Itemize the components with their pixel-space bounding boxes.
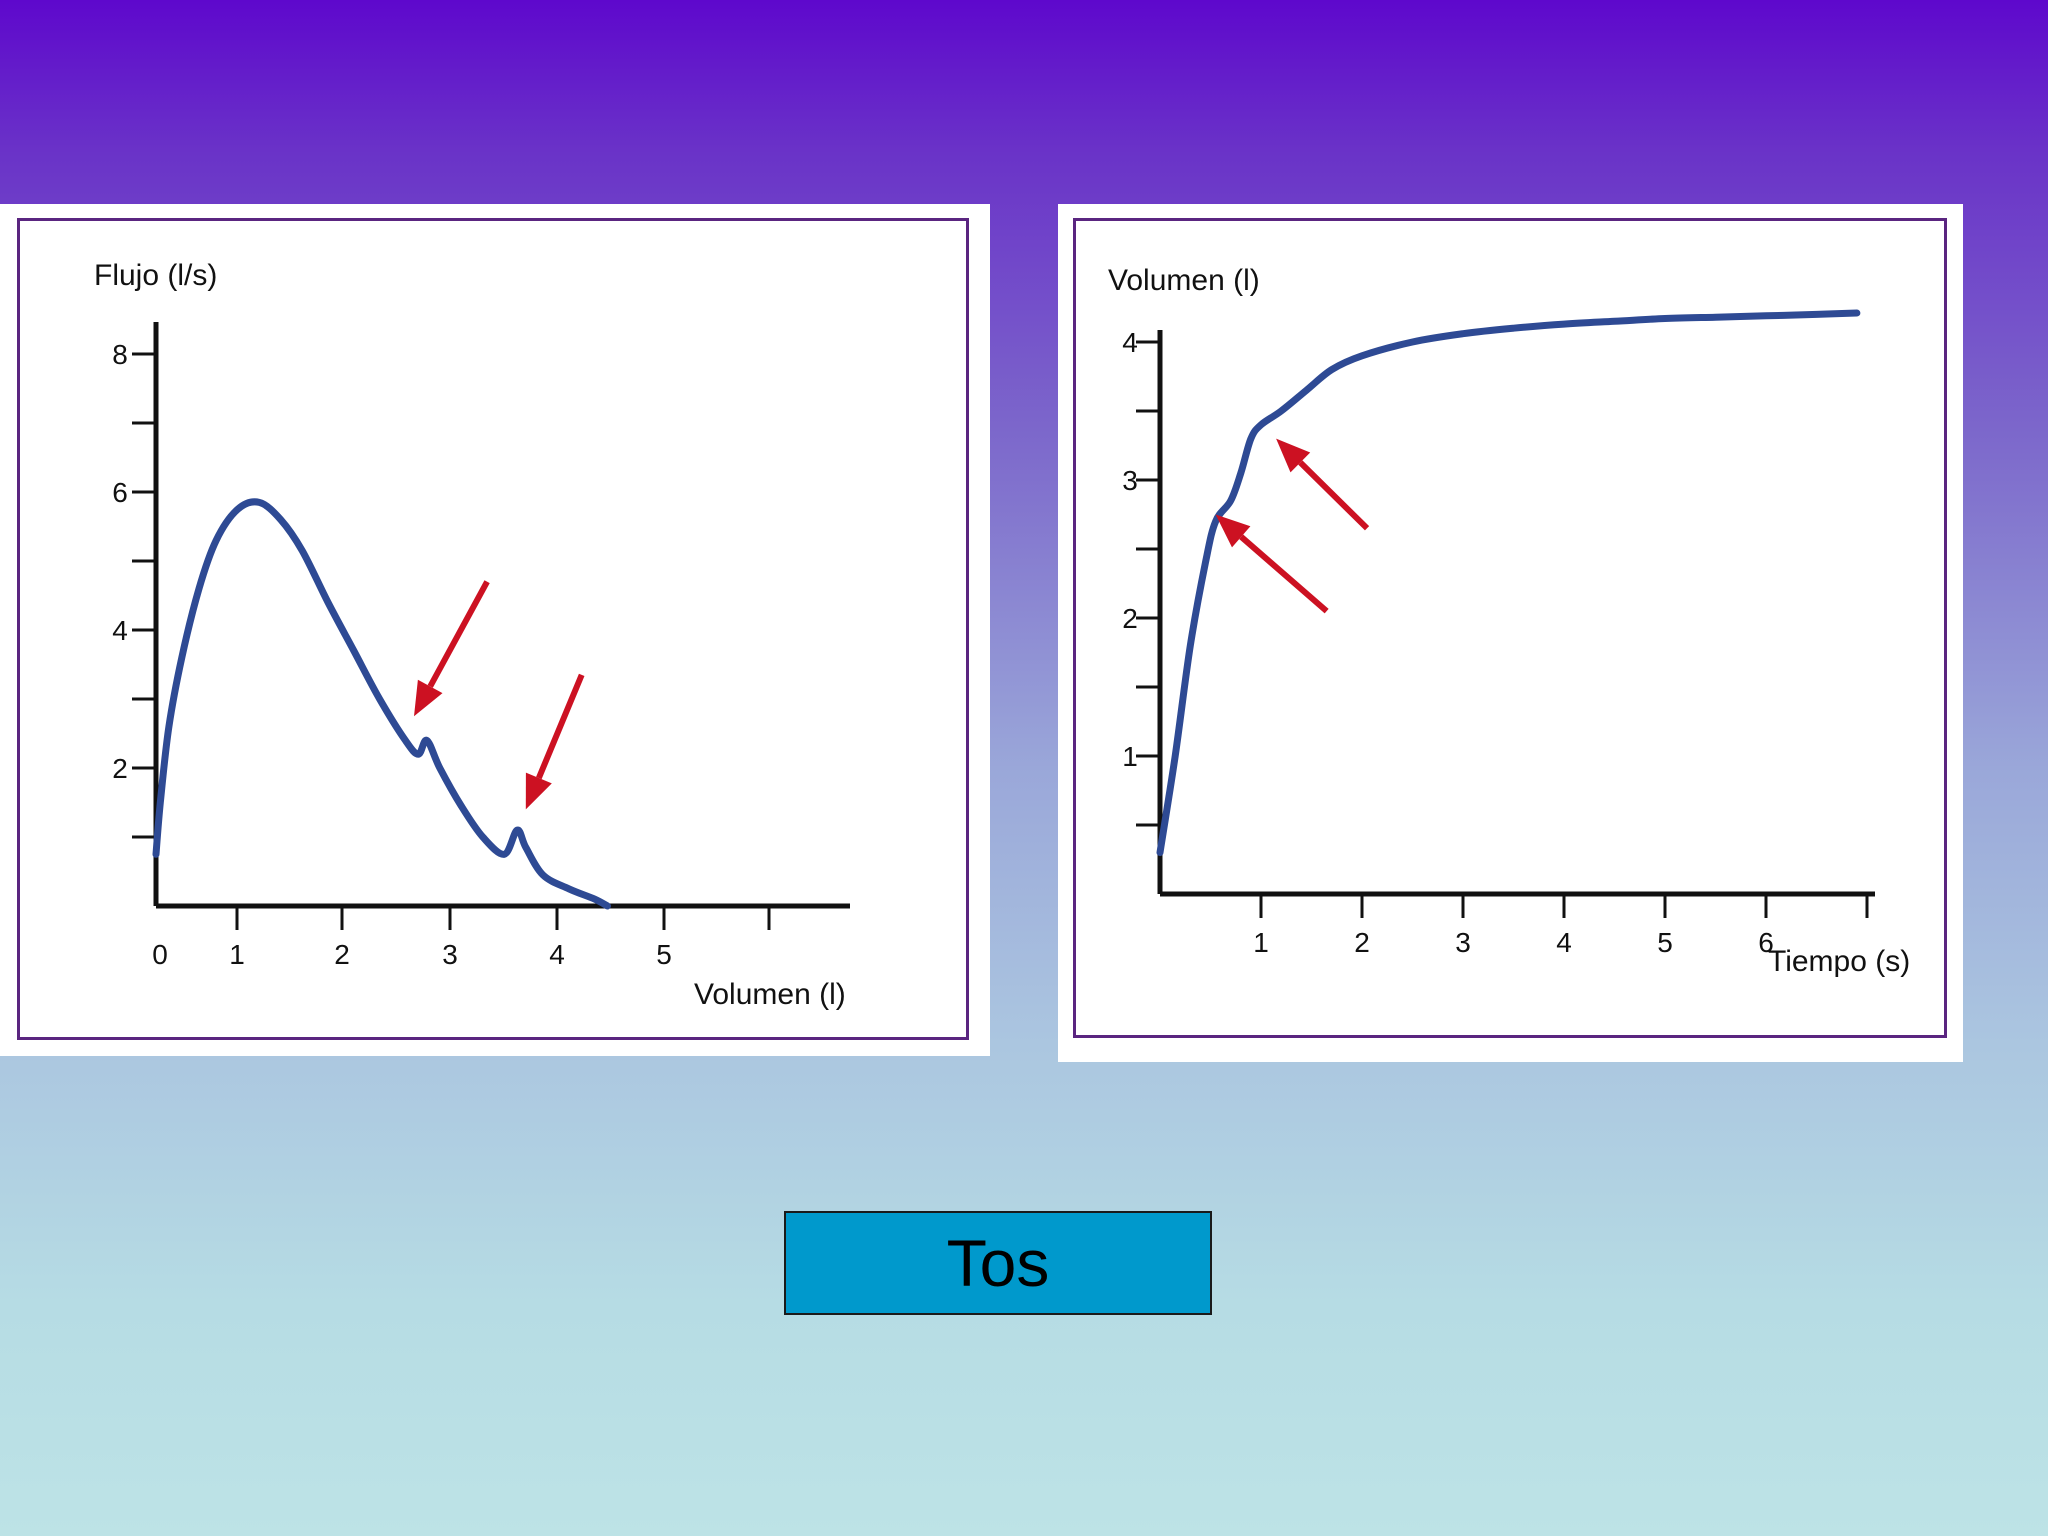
x-tick-label: 2 (1354, 927, 1370, 958)
data-curve (1156, 309, 1861, 857)
x-tick-label: 1 (1253, 927, 1269, 958)
x-tick-label: 5 (1657, 927, 1673, 958)
flow-volume-chart-panel: Flujo (l/s) Volumen (l) 0 1 2 3 4 5 8 6 4 2 (0, 204, 990, 1056)
annotation-arrow-head (414, 679, 443, 717)
annotation-arrow-shaft (536, 673, 585, 780)
annotation-arrow-head (1215, 514, 1251, 548)
volume-time-chart-panel: Volumen (l) Tiempo (s) 1 2 3 4 5 6 1 2 3 4 (1058, 204, 1963, 1062)
annotation-arrow-shaft (1298, 460, 1370, 531)
chart-frame (17, 218, 969, 1040)
x-tick-label: 3 (442, 939, 458, 970)
y-tick-label: 2 (112, 753, 128, 784)
x-tick-label: 2 (334, 939, 350, 970)
x-tick-label: 0 (152, 939, 168, 970)
x-tick-label: 1 (229, 939, 245, 970)
cough-label-box: Tos (784, 1211, 1212, 1315)
y-axis-label: Flujo (l/s) (94, 259, 217, 292)
data-curve (152, 498, 611, 910)
y-tick-label: 3 (1122, 465, 1138, 496)
flow-volume-chart: Flujo (l/s) Volumen (l) 0 1 2 3 4 5 8 6 4 2 (94, 259, 850, 1011)
y-tick-label: 6 (112, 477, 128, 508)
x-tick-label: 3 (1455, 927, 1471, 958)
y-axis-label: Volumen (l) (1108, 264, 1260, 297)
volume-time-chart: Volumen (l) Tiempo (s) 1 2 3 4 5 6 1 2 3 4 (1108, 264, 1910, 978)
x-tick-label: 6 (1758, 927, 1774, 958)
y-tick-label: 4 (1122, 327, 1138, 358)
y-tick-label: 4 (112, 615, 128, 646)
chart-frame (1073, 218, 1947, 1038)
annotation-arrow-shaft (427, 580, 490, 688)
annotation-arrow-head (1276, 438, 1311, 473)
x-tick-label: 4 (549, 939, 565, 970)
y-tick-label: 2 (1122, 603, 1138, 634)
x-tick-label: 5 (656, 939, 672, 970)
annotation-arrow-head (525, 772, 552, 810)
annotation-arrow-shaft (1239, 534, 1329, 614)
y-tick-label: 1 (1122, 741, 1138, 772)
x-axis-label: Tiempo (s) (1768, 945, 1910, 978)
x-tick-label: 4 (1556, 927, 1572, 958)
x-axis-label: Volumen (l) (694, 978, 846, 1011)
y-tick-label: 8 (112, 339, 128, 370)
